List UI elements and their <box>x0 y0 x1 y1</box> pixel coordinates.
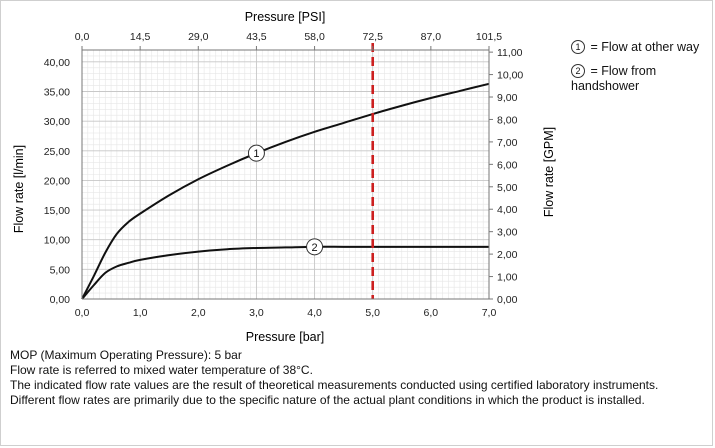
legend-item-1: 1 = Flow at other way <box>571 40 711 55</box>
note-mop: MOP (Maximum Operating Pressure): 5 bar <box>10 348 242 362</box>
y-right-tick-label: 11,00 <box>497 47 523 59</box>
y-right-tick-label: 8,00 <box>497 114 518 126</box>
x-tick-label: 3,0 <box>249 307 264 319</box>
curve-marker-2-label: 2 <box>312 242 318 254</box>
y-left-tick-label: 35,00 <box>44 87 70 99</box>
curve-marker-1-icon <box>247 144 265 162</box>
y-right-tick-label: 0,00 <box>497 294 518 306</box>
note-measurements: The indicated flow rate values are the r… <box>10 378 659 392</box>
x-tick-label: 6,0 <box>424 307 439 319</box>
top-axis-label: Pressure [PSI] <box>245 10 326 24</box>
curve-markers: 12 <box>247 144 324 256</box>
legend-item-2: 2 = Flow from handshower <box>571 64 711 94</box>
x-axis-label: Pressure [bar] <box>246 330 325 344</box>
marker-2-icon: 2 <box>571 64 585 78</box>
y-left-axis-label: Flow rate [l/min] <box>12 145 26 233</box>
x-tick-label: 4,0 <box>307 307 322 319</box>
curve-2 <box>81 245 489 300</box>
note-temperature: Flow rate is referred to mixed water tem… <box>10 363 313 377</box>
top-tick-label: 58,0 <box>304 31 325 43</box>
marker-1-icon: 1 <box>571 40 585 54</box>
y-left-tick-label: 30,00 <box>44 116 70 128</box>
curve-marker-1-label: 1 <box>253 148 259 160</box>
top-tick-label: 101,5 <box>476 31 502 43</box>
notes: MOP (Maximum Operating Pressure): 5 bar … <box>10 348 710 408</box>
x-tick-label: 7,0 <box>482 307 497 319</box>
top-tick-label: 14,5 <box>130 31 151 43</box>
y-left-tick-label: 20,00 <box>44 175 70 187</box>
y-right-tick-label: 6,00 <box>497 159 518 171</box>
y-left-tick-label: 40,00 <box>44 57 70 69</box>
minor-grid <box>81 49 490 300</box>
x-tick-label: 1,0 <box>133 307 148 319</box>
top-tick-label: 87,0 <box>421 31 442 43</box>
x-tick-label: 2,0 <box>191 307 206 319</box>
y-right-tick-label: 3,00 <box>497 227 518 239</box>
curve-1 <box>81 82 490 300</box>
y-right-tick-label: 5,00 <box>497 182 518 194</box>
y-left-tick-label: 0,00 <box>50 294 71 306</box>
axes <box>81 46 493 300</box>
legend: 1 = Flow at other way 2 = Flow from hand… <box>571 40 711 103</box>
y-left-tick-label: 25,00 <box>44 146 70 158</box>
x-tick-label: 5,0 <box>365 307 380 319</box>
y-right-tick-label: 2,00 <box>497 249 518 261</box>
x-tick-label: 0,0 <box>75 307 90 319</box>
curves <box>81 82 490 300</box>
top-tick-label: 43,5 <box>246 31 267 43</box>
top-tick-label: 72,5 <box>362 31 383 43</box>
tick-labels: 0,0 1,0 2,0 3,0 4,0 5,0 6,0 7,0 0,0 14,5 29,0 43,5 5… <box>44 31 524 319</box>
y-right-tick-label: 7,00 <box>497 137 518 149</box>
y-left-tick-label: 10,00 <box>44 235 70 247</box>
legend-item-2-text: = Flow from handshower <box>571 64 657 93</box>
flow-rate-chart: 0,0 1,0 2,0 3,0 4,0 5,0 6,0 7,0 0,0 14,5 29,0 43,5 5… <box>12 10 556 344</box>
y-right-tick-label: 10,00 <box>497 70 523 82</box>
y-left-tick-label: 5,00 <box>50 264 71 276</box>
y-right-tick-label: 9,00 <box>497 92 518 104</box>
y-right-axis-label: Flow rate [GPM] <box>542 127 556 217</box>
legend-item-1-text: = Flow at other way <box>590 40 700 54</box>
y-right-tick-label: 1,00 <box>497 272 518 284</box>
y-left-tick-label: 15,00 <box>44 205 70 217</box>
note-plant-conditions: Different flow rates are primarily due t… <box>10 393 645 407</box>
top-tick-label: 0,0 <box>75 31 90 43</box>
y-right-tick-label: 4,00 <box>497 204 518 216</box>
curve-marker-2-icon <box>306 238 324 256</box>
top-tick-label: 29,0 <box>188 31 209 43</box>
